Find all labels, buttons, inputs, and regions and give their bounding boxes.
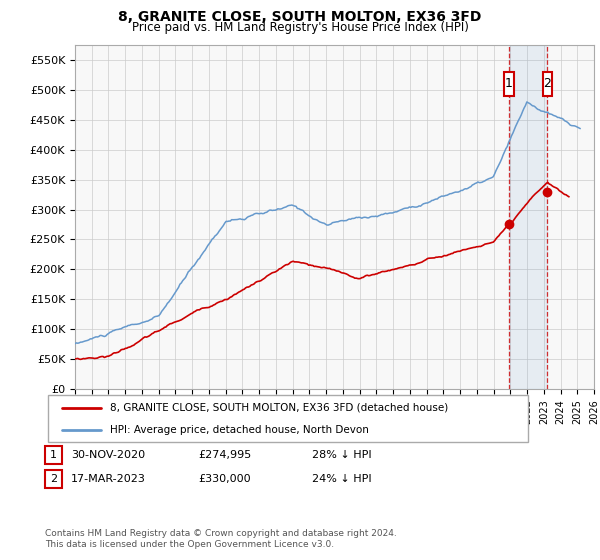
Text: 1: 1 xyxy=(50,450,57,460)
FancyBboxPatch shape xyxy=(505,72,514,96)
Text: 2: 2 xyxy=(50,474,57,484)
Text: 28% ↓ HPI: 28% ↓ HPI xyxy=(312,450,371,460)
FancyBboxPatch shape xyxy=(542,72,552,96)
Text: 17-MAR-2023: 17-MAR-2023 xyxy=(71,474,146,484)
Text: 24% ↓ HPI: 24% ↓ HPI xyxy=(312,474,371,484)
Text: £330,000: £330,000 xyxy=(198,474,251,484)
Text: 30-NOV-2020: 30-NOV-2020 xyxy=(71,450,145,460)
Text: 8, GRANITE CLOSE, SOUTH MOLTON, EX36 3FD (detached house): 8, GRANITE CLOSE, SOUTH MOLTON, EX36 3FD… xyxy=(110,403,449,413)
Text: HPI: Average price, detached house, North Devon: HPI: Average price, detached house, Nort… xyxy=(110,424,369,435)
FancyBboxPatch shape xyxy=(48,395,528,442)
Text: 8, GRANITE CLOSE, SOUTH MOLTON, EX36 3FD: 8, GRANITE CLOSE, SOUTH MOLTON, EX36 3FD xyxy=(118,10,482,24)
Text: Contains HM Land Registry data © Crown copyright and database right 2024.
This d: Contains HM Land Registry data © Crown c… xyxy=(45,529,397,549)
Text: £274,995: £274,995 xyxy=(198,450,251,460)
Text: Price paid vs. HM Land Registry's House Price Index (HPI): Price paid vs. HM Land Registry's House … xyxy=(131,21,469,34)
Bar xyxy=(509,45,547,389)
Text: 2: 2 xyxy=(544,77,551,90)
Text: 1: 1 xyxy=(505,77,513,90)
